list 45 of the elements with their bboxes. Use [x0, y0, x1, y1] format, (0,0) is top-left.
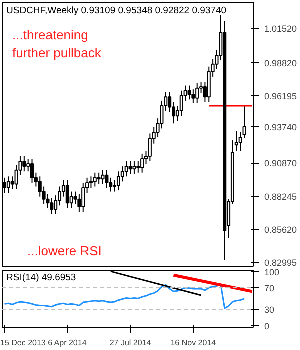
- candlestick: [168, 92, 172, 113]
- y-tick-label: 100: [264, 268, 280, 278]
- y-tick-label: 0.93740: [264, 122, 298, 132]
- x-tick-label: 6 Apr 2014: [48, 338, 88, 348]
- y-tick-label: 70: [264, 283, 275, 294]
- candlestick: [124, 161, 128, 178]
- candlestick: [89, 176, 93, 189]
- y-tick-label: 0.88245: [264, 192, 298, 202]
- candlestick: [136, 161, 140, 174]
- candlestick: [93, 172, 97, 188]
- candlestick: [140, 153, 144, 174]
- y-tick-label: 0.85620: [264, 224, 298, 235]
- candlestick: [188, 85, 192, 100]
- candlestick: [105, 170, 109, 189]
- candlestick: [196, 82, 200, 104]
- x-tick-label: 27 Jul 2014: [110, 338, 152, 348]
- y-tick-label: 30: [264, 305, 275, 316]
- y-tick-label: 0.96195: [264, 91, 298, 102]
- candlestick: [180, 90, 184, 117]
- candlestick: [6, 176, 10, 194]
- candlestick: [132, 161, 136, 175]
- candlestick: [22, 156, 26, 172]
- line-series: [4, 284, 246, 310]
- candlestick: [30, 158, 34, 184]
- x-tick-label: 15 Dec 2013: [0, 338, 46, 348]
- candlestick: [97, 172, 101, 185]
- candlestick: [128, 161, 132, 175]
- candlestick: [66, 180, 70, 209]
- candlestick: [101, 170, 105, 185]
- chart-title: RSI(14) 49.6953: [6, 272, 76, 284]
- candlestick: [234, 130, 238, 152]
- y-tick-label: 1.01520: [264, 24, 298, 34]
- annotation: ...threatening further pullback: [12, 28, 102, 60]
- candlestick: [242, 106, 246, 140]
- x-tick-label: 16 Nov 2014: [170, 338, 217, 348]
- candlestick: [54, 195, 58, 216]
- y-tick-label: 0.82995: [264, 258, 298, 268]
- candlestick: [82, 182, 86, 212]
- annotation: ...lowere RSI: [28, 244, 102, 258]
- chart-title: USDCHF,Weekly 0.93109 0.95348 0.92822 0.93740: [6, 6, 227, 16]
- y-tick-label: 0: [264, 321, 270, 332]
- candlestick: [192, 89, 196, 104]
- y-tick-label: 0.98820: [264, 58, 298, 68]
- candlestick: [50, 198, 54, 216]
- y-tick-label: 0.90870: [264, 158, 298, 169]
